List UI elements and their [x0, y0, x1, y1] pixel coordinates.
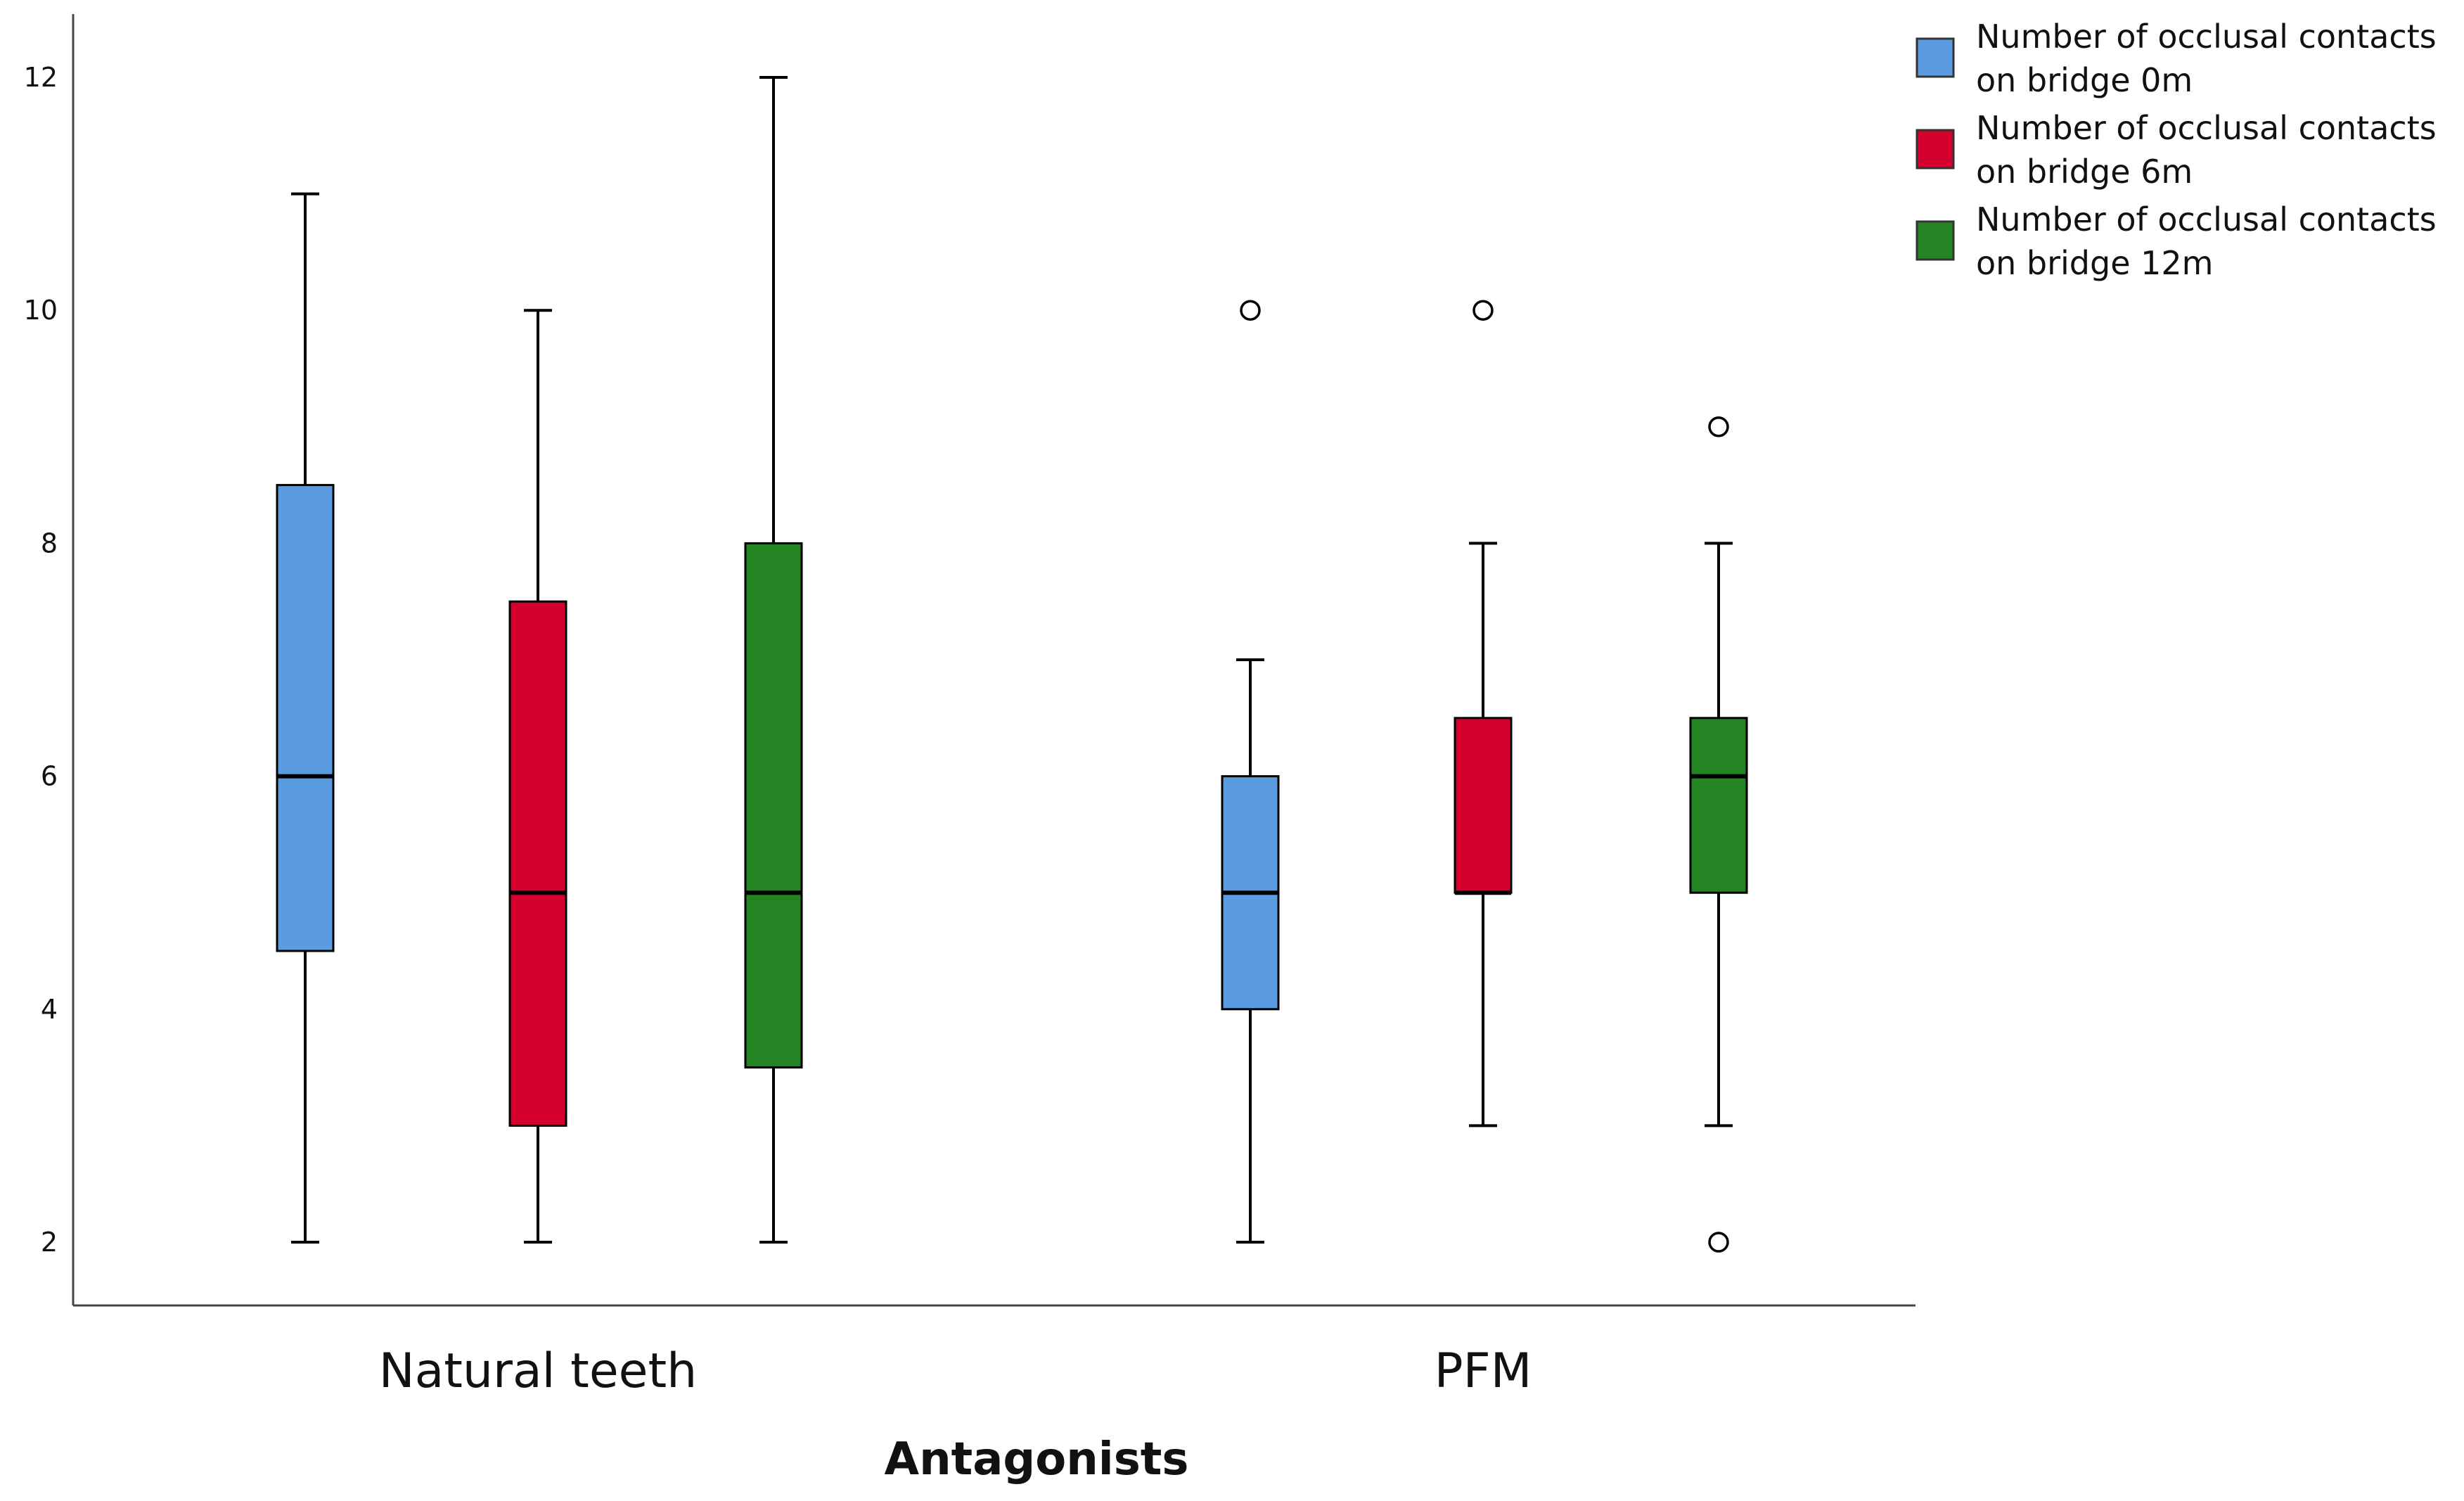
y-tick-label: 6 — [41, 761, 58, 792]
y-axis-ticks: 2 4 6 8 10 12 — [24, 62, 58, 1258]
box-plot-series — [276, 76, 1748, 1253]
legend-label: Number of occlusal contacts — [1976, 18, 2437, 56]
box-group — [508, 309, 567, 1244]
legend-swatch — [1916, 37, 1955, 78]
y-tick-label: 2 — [41, 1227, 58, 1258]
y-tick-label: 8 — [41, 528, 58, 558]
y-tick-label: 12 — [24, 62, 58, 93]
box-group — [276, 192, 335, 1244]
box-group — [1221, 300, 1280, 1244]
y-tick-label: 10 — [24, 295, 58, 326]
outlier-point — [1708, 416, 1729, 437]
legend-swatch — [1916, 129, 1955, 170]
box-iqr — [276, 484, 335, 952]
x-category-label: PFM — [1435, 1343, 1532, 1399]
box-iqr — [508, 600, 567, 1127]
legend-label: on bridge 0m — [1976, 61, 2193, 99]
legend-item: Number of occlusal contacts on bridge 0m — [1916, 18, 2437, 99]
x-axis-categories: Natural teeth PFM — [379, 1343, 1532, 1399]
box-group — [1454, 300, 1513, 1128]
legend-label: on bridge 12m — [1976, 244, 2213, 282]
outlier-point — [1472, 300, 1494, 321]
box-iqr — [744, 542, 803, 1069]
x-category-label: Natural teeth — [379, 1343, 698, 1399]
box-group — [744, 76, 803, 1244]
legend-item: Number of occlusal contacts on bridge 12m — [1916, 200, 2437, 282]
box-group — [1689, 416, 1748, 1253]
legend-label: Number of occlusal contacts — [1976, 109, 2437, 147]
legend-item: Number of occlusal contacts on bridge 6m — [1916, 109, 2437, 191]
x-axis-title: Antagonists — [885, 1433, 1189, 1486]
legend-label: on bridge 6m — [1976, 153, 2193, 191]
legend-label: Number of occlusal contacts — [1976, 200, 2437, 238]
box-iqr — [1689, 717, 1748, 894]
y-tick-label: 4 — [41, 994, 58, 1025]
box-iqr — [1454, 717, 1513, 894]
outlier-point — [1240, 300, 1261, 321]
axes — [72, 14, 1916, 1307]
legend-swatch — [1916, 220, 1955, 261]
outlier-point — [1708, 1232, 1729, 1253]
